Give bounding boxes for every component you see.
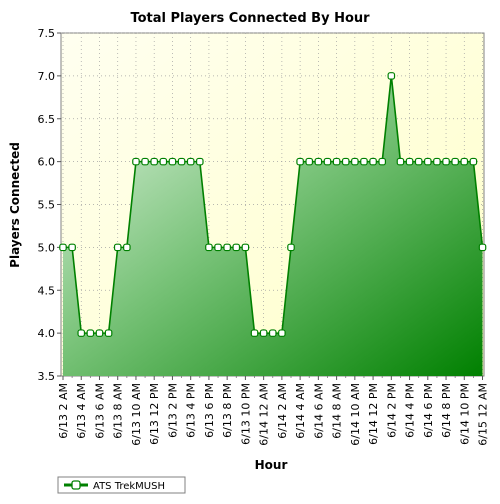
x-tick-label: 6/13 6 PM (203, 383, 216, 438)
data-point (405, 157, 414, 166)
data-point (305, 157, 314, 166)
legend-box (57, 476, 186, 494)
data-point (442, 157, 450, 166)
data-point (378, 157, 387, 166)
data-point (59, 243, 67, 252)
x-tick-label: 6/14 6 PM (422, 383, 435, 438)
series-points (59, 72, 487, 337)
x-tick-labels: 6/13 2 AM 6/13 4 AM 6/13 6 AM 6/13 8 AM 6/13… (57, 383, 490, 446)
x-tick-label: 6/14 6 AM (312, 383, 325, 439)
x-tick-label: 6/13 8 PM (221, 383, 234, 438)
data-point (214, 243, 222, 252)
data-point (196, 157, 204, 166)
data-point (159, 157, 168, 166)
y-tick-label: 3.5 (38, 370, 56, 383)
data-point (68, 243, 76, 252)
data-point (314, 157, 323, 166)
data-point (86, 329, 95, 337)
x-tick-label: 6/13 4 PM (185, 383, 198, 438)
data-point (478, 243, 487, 252)
x-tick-label: 6/14 8 PM (440, 383, 453, 438)
data-point (186, 157, 195, 166)
data-point (360, 157, 368, 166)
x-tick-label: 6/14 12 PM (367, 383, 380, 445)
data-point (123, 243, 131, 252)
series-area-fill (63, 75, 483, 376)
y-tick-label: 7.5 (38, 27, 56, 40)
y-tick-label: 7.0 (38, 70, 56, 83)
x-tick-label: 6/13 6 AM (93, 383, 106, 439)
data-point (351, 157, 359, 166)
data-point (396, 157, 405, 166)
x-axis-label: Hour (255, 458, 288, 472)
data-point (451, 157, 459, 166)
x-tick-label: 6/15 12 AM (477, 383, 490, 446)
data-point (113, 243, 122, 252)
legend-series-marker (71, 480, 81, 490)
y-tick-label: 4.5 (38, 284, 56, 297)
data-point (205, 243, 213, 252)
legend-series-label: ATS TrekMUSH (93, 481, 165, 492)
x-tick-label: 6/13 4 AM (75, 383, 88, 439)
data-point (241, 243, 250, 252)
data-point (177, 157, 186, 166)
data-point (424, 157, 432, 166)
data-point (433, 157, 441, 166)
x-tick-label: 6/14 2 PM (385, 383, 398, 438)
x-tick-label: 6/13 8 AM (112, 383, 125, 439)
data-point (387, 72, 396, 80)
x-tick-label: 6/14 10 PM (458, 383, 471, 445)
data-point (168, 157, 177, 166)
data-point (95, 329, 104, 337)
data-point (414, 157, 423, 166)
legend: ATS TrekMUSH (57, 476, 186, 494)
data-point (232, 243, 241, 252)
data-point (259, 329, 268, 337)
x-tick-label: 6/14 12 AM (258, 383, 271, 446)
data-point (223, 243, 231, 252)
x-tick-label: 6/13 10 PM (239, 383, 252, 445)
x-tick-label: 6/13 2 PM (166, 383, 179, 438)
y-axis-label: Players Connected (8, 142, 22, 268)
x-tick-label: 6/13 12 PM (148, 383, 161, 445)
y-tick-label: 6.0 (38, 156, 56, 169)
x-tick-label: 6/14 10 AM (349, 383, 362, 446)
chart-title: Total Players Connected By Hour (130, 11, 370, 26)
x-tick-label: 6/14 8 AM (331, 383, 344, 439)
data-point (278, 329, 286, 337)
data-point (268, 329, 277, 337)
data-point (132, 157, 140, 166)
x-tick-label: 6/13 10 AM (130, 383, 143, 446)
data-point (369, 157, 377, 166)
data-point (469, 157, 478, 166)
x-tick-label: 6/14 4 PM (404, 383, 417, 438)
data-point (77, 329, 86, 337)
data-point (341, 157, 350, 166)
data-point (250, 329, 259, 337)
y-tick-label: 5.0 (38, 241, 56, 254)
x-tick-label: 6/14 4 AM (294, 383, 307, 439)
data-point (104, 329, 113, 337)
data-point (460, 157, 469, 166)
x-tick-label: 6/13 2 AM (57, 383, 70, 439)
data-point (296, 157, 304, 166)
y-tick-label: 6.5 (38, 113, 56, 126)
data-point (150, 157, 159, 166)
y-tick-labels: 3.5 4.0 4.5 5.0 5.5 6.0 6.5 7.0 7.5 (38, 27, 56, 383)
y-tick-label: 4.0 (38, 327, 56, 340)
data-point (332, 157, 341, 166)
data-point (287, 243, 295, 252)
data-point (323, 157, 332, 166)
y-tick-label: 5.5 (38, 199, 56, 212)
x-tick-label: 6/14 2 AM (276, 383, 289, 439)
data-point (141, 157, 149, 166)
